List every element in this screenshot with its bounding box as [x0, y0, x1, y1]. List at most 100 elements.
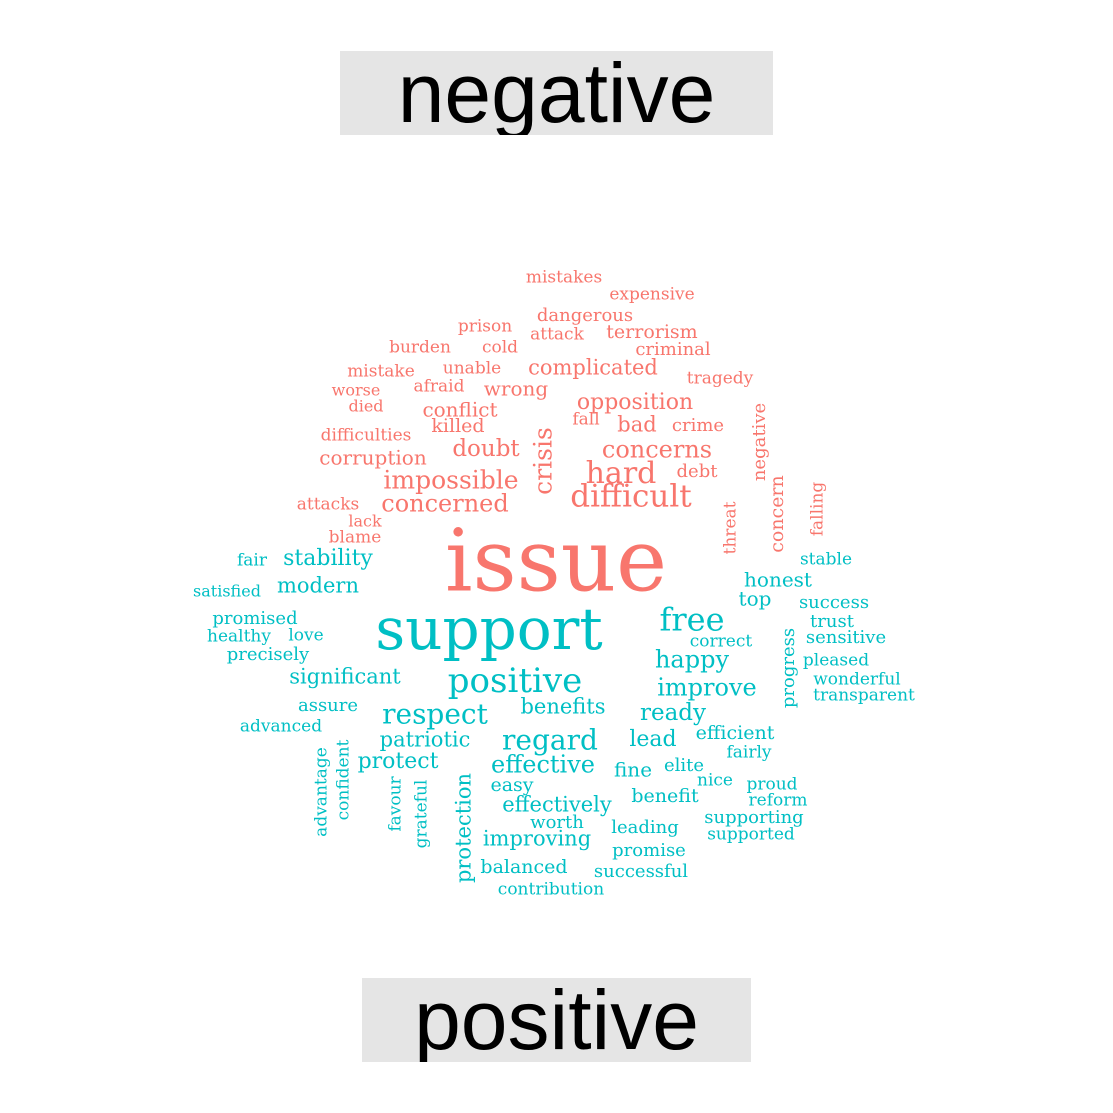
negative-word-lack: lack	[348, 512, 382, 531]
positive-word-ready: ready	[640, 700, 706, 726]
positive-word-improving: improving	[483, 827, 591, 851]
positive-word-trust: trust	[810, 611, 855, 632]
negative-word-killed: killed	[431, 415, 484, 437]
positive-word-happy: happy	[655, 646, 729, 674]
positive-word-successful: successful	[594, 861, 688, 882]
positive-word-top: top	[739, 587, 772, 611]
negative-word-cold: cold	[482, 338, 518, 358]
positive-word-love: love	[288, 626, 323, 646]
positive-word-effectively: effectively	[502, 793, 612, 817]
positive-word-satisfied: satisfied	[193, 582, 261, 601]
positive-word-confident: confident	[334, 739, 354, 820]
positive-word-free: free	[659, 601, 724, 639]
negative-word-impossible: impossible	[383, 466, 518, 495]
negative-word-doubt: doubt	[452, 436, 520, 462]
positive-word-healthy: healthy	[207, 627, 271, 647]
positive-word-reform: reform	[749, 791, 808, 811]
negative-word-concern: concern	[766, 475, 788, 553]
positive-word-effective: effective	[491, 751, 595, 779]
facet-label-positive-text: positive	[414, 978, 699, 1062]
facet-label-positive: positive	[362, 978, 751, 1062]
positive-word-nice: nice	[697, 771, 733, 791]
positive-word-positive: positive	[448, 661, 582, 701]
negative-word-died: died	[348, 397, 383, 416]
positive-word-advanced: advanced	[240, 717, 322, 737]
positive-word-promised: promised	[212, 608, 297, 629]
positive-word-fine: fine	[614, 758, 652, 782]
negative-word-threat: threat	[721, 501, 741, 554]
negative-word-blame: blame	[329, 528, 382, 548]
positive-word-protection: protection	[452, 773, 476, 883]
positive-word-sensitive: sensitive	[806, 627, 886, 648]
positive-word-honest: honest	[744, 568, 812, 592]
negative-word-attacks: attacks	[297, 495, 359, 515]
negative-word-tragedy: tragedy	[687, 369, 754, 389]
negative-word-bad: bad	[617, 413, 656, 437]
positive-word-elite: elite	[664, 755, 704, 776]
negative-word-wrong: wrong	[484, 377, 549, 401]
positive-word-stability: stability	[283, 546, 373, 571]
positive-word-benefits: benefits	[520, 695, 605, 719]
positive-word-worth: worth	[530, 812, 584, 833]
negative-word-worse: worse	[332, 381, 381, 400]
positive-word-lead: lead	[629, 727, 676, 752]
positive-word-promise: promise	[612, 840, 686, 861]
positive-word-patriotic: patriotic	[380, 728, 471, 752]
positive-word-pleased: pleased	[803, 651, 869, 671]
negative-word-criminal: criminal	[635, 339, 711, 360]
negative-word-issue: issue	[445, 512, 667, 612]
positive-word-correct: correct	[690, 632, 753, 652]
positive-word-easy: easy	[490, 774, 533, 796]
negative-word-complicated: complicated	[528, 356, 658, 380]
positive-word-favour: favour	[386, 775, 406, 831]
positive-word-respect: respect	[382, 698, 489, 731]
positive-word-efficient: efficient	[696, 722, 775, 744]
negative-word-attack: attack	[530, 325, 584, 345]
positive-word-fair: fair	[237, 551, 268, 571]
positive-word-stable: stable	[800, 550, 852, 570]
positive-word-improve: improve	[657, 674, 756, 702]
negative-word-crime: crime	[672, 415, 724, 436]
negative-word-terrorism: terrorism	[606, 321, 697, 343]
negative-word-debt: debt	[677, 461, 719, 482]
negative-word-negative: negative	[749, 403, 770, 481]
positive-word-grateful: grateful	[412, 780, 432, 849]
negative-word-crisis: crisis	[529, 427, 558, 495]
negative-word-hard: hard	[586, 456, 657, 491]
negative-word-dangerous: dangerous	[537, 305, 633, 326]
facet-label-negative: negative	[340, 51, 773, 135]
negative-word-prison: prison	[458, 317, 512, 337]
negative-word-falling: falling	[808, 482, 828, 537]
negative-word-burden: burden	[389, 338, 451, 358]
positive-word-benefit: benefit	[631, 785, 699, 807]
positive-word-fairly: fairly	[726, 743, 771, 763]
positive-word-regard: regard	[502, 724, 598, 757]
positive-word-leading: leading	[611, 817, 679, 838]
positive-word-advantage: advantage	[312, 747, 332, 837]
positive-word-balanced: balanced	[480, 856, 567, 878]
positive-word-significant: significant	[289, 665, 401, 689]
positive-word-support: support	[375, 595, 602, 663]
negative-word-expensive: expensive	[609, 285, 694, 305]
positive-word-progress: progress	[778, 628, 799, 708]
positive-word-precisely: precisely	[227, 644, 310, 665]
positive-word-contribution: contribution	[498, 880, 604, 900]
positive-word-proud: proud	[746, 775, 797, 795]
negative-word-afraid: afraid	[413, 377, 464, 397]
positive-word-modern: modern	[277, 574, 359, 598]
positive-word-supported: supported	[707, 825, 795, 845]
positive-word-transparent: transparent	[813, 686, 915, 706]
positive-word-success: success	[799, 592, 869, 613]
negative-word-unable: unable	[443, 359, 501, 379]
negative-word-conflict: conflict	[422, 398, 497, 422]
negative-word-fall: fall	[572, 410, 599, 430]
positive-word-assure: assure	[298, 695, 358, 716]
positive-word-supporting: supporting	[704, 807, 803, 828]
positive-word-wonderful: wonderful	[813, 670, 900, 690]
negative-word-corruption: corruption	[319, 446, 427, 470]
negative-word-mistake: mistake	[347, 362, 415, 382]
facet-label-negative-text: negative	[397, 51, 716, 135]
negative-word-concerns: concerns	[602, 436, 712, 464]
negative-word-difficult: difficult	[570, 479, 692, 515]
